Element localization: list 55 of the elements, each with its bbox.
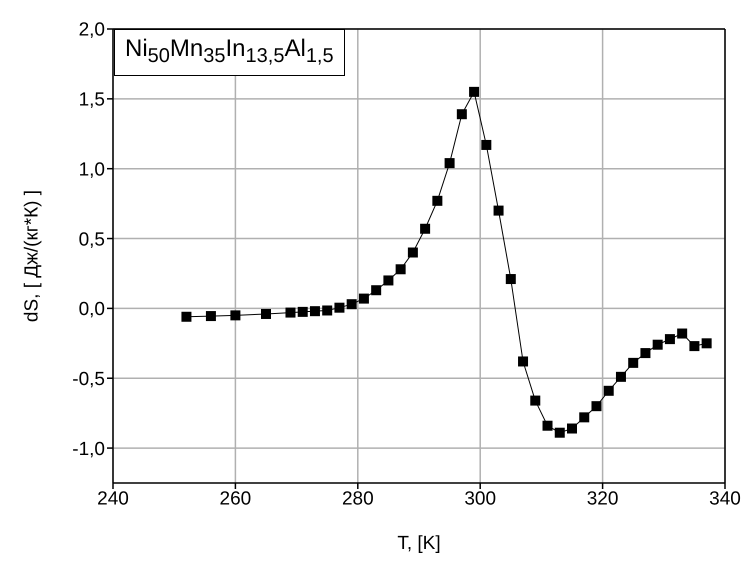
y-tick-label: 2,0 bbox=[78, 20, 105, 41]
point bbox=[616, 372, 626, 382]
y-tick-label: -1,0 bbox=[72, 438, 105, 460]
point bbox=[567, 424, 577, 434]
point bbox=[261, 308, 271, 319]
y-tick-label: 1,0 bbox=[78, 159, 105, 180]
point bbox=[408, 248, 418, 258]
point bbox=[554, 428, 565, 438]
x-axis-title: T, [K] bbox=[397, 533, 441, 554]
point bbox=[689, 341, 700, 352]
x-tick-label: 260 bbox=[220, 488, 252, 510]
point bbox=[206, 311, 216, 322]
point bbox=[579, 412, 590, 422]
point bbox=[604, 386, 614, 396]
point bbox=[677, 328, 688, 339]
point bbox=[432, 196, 442, 206]
point bbox=[640, 348, 650, 358]
point bbox=[181, 312, 192, 322]
x-tick-label: 240 bbox=[97, 488, 129, 510]
point bbox=[444, 158, 455, 168]
point bbox=[591, 401, 602, 412]
point bbox=[420, 224, 430, 234]
point bbox=[506, 274, 516, 284]
x-tick-label: 300 bbox=[464, 488, 496, 510]
point bbox=[664, 334, 675, 344]
x-tick-label: 280 bbox=[342, 488, 374, 510]
point bbox=[456, 109, 467, 120]
point bbox=[518, 356, 528, 366]
point bbox=[469, 86, 480, 97]
point bbox=[298, 306, 308, 317]
chart-title: Ni$_{50}$Mn$_{35}$In$_{13,5}$Al$_{1,5}$ bbox=[114, 29, 345, 76]
point bbox=[371, 285, 382, 296]
point bbox=[542, 420, 553, 431]
point bbox=[358, 294, 369, 304]
y-tick-label: 0,5 bbox=[78, 229, 105, 250]
point bbox=[481, 140, 492, 150]
point bbox=[628, 358, 638, 368]
point bbox=[346, 299, 357, 310]
point bbox=[334, 302, 344, 313]
y-tick-label: 0,0 bbox=[78, 299, 105, 320]
point bbox=[230, 310, 240, 320]
point bbox=[702, 338, 712, 348]
point bbox=[652, 340, 663, 350]
point bbox=[383, 275, 394, 286]
point bbox=[396, 264, 406, 274]
y-tick-label: -0,5 bbox=[72, 368, 105, 390]
point bbox=[494, 206, 504, 216]
point bbox=[322, 305, 332, 316]
point bbox=[285, 308, 296, 318]
x-tick-label: 340 bbox=[709, 488, 741, 510]
y-tick-label: 1,5 bbox=[78, 90, 105, 111]
point bbox=[530, 396, 540, 406]
point bbox=[310, 306, 320, 316]
x-tick-label: 320 bbox=[586, 488, 618, 510]
y-axis-title: dS, [ Дж/(кг*К) ] bbox=[22, 190, 43, 322]
